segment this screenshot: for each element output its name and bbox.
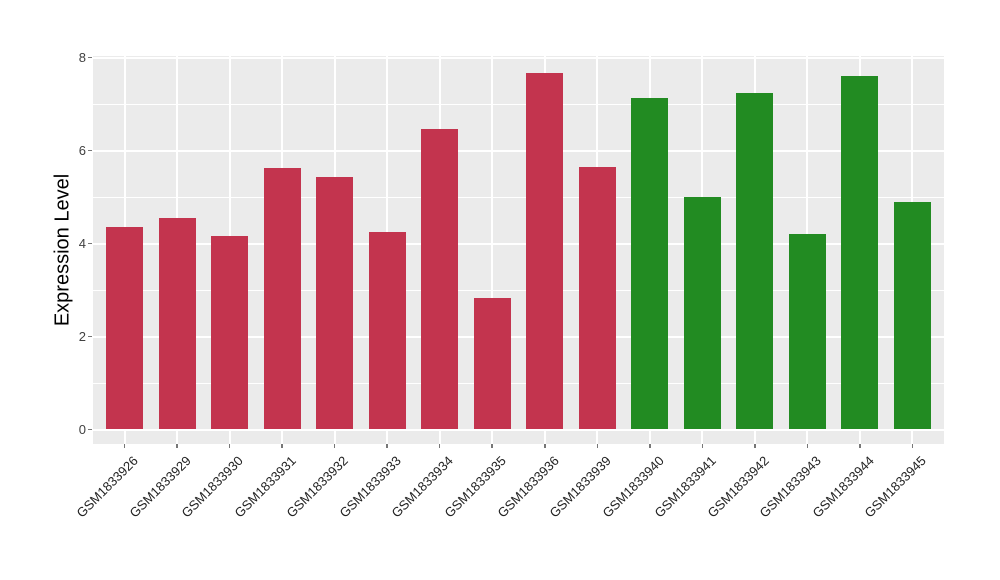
gridline-major-y2 [93,335,944,338]
y-tick-label-4: 4 [78,235,86,251]
gridline-x-GSM1833935 [491,56,494,444]
x-tick-mark-GSM1833942 [754,444,756,448]
x-tick-mark-GSM1833932 [333,444,336,448]
y-tick-mark-4 [88,242,92,245]
x-tick-mark-GSM1833926 [123,444,126,448]
bar-GSM1833941 [683,196,721,430]
bar-GSM1833939 [578,167,616,430]
x-tick-mark-GSM1833933 [386,444,388,448]
x-tick-mark-GSM1833934 [438,444,441,448]
y-tick-mark-6 [88,149,92,152]
gridline-minor-y3 [93,289,944,291]
y-tick-label-8: 8 [78,49,86,65]
gridline-major-y6 [93,149,944,152]
x-tick-mark-GSM1833940 [649,444,651,448]
gridline-major-y4 [93,242,944,245]
x-tick-mark-GSM1833941 [701,444,704,448]
gridline-minor-y5 [93,196,944,198]
bar-GSM1833942 [736,93,774,430]
bar-GSM1833936 [526,73,564,430]
bar-GSM1833945 [893,201,931,430]
gridline-minor-y7 [93,103,944,105]
y-tick-label-6: 6 [78,142,86,158]
bar-GSM1833943 [788,233,826,430]
x-tick-mark-GSM1833930 [228,444,231,448]
x-tick-mark-GSM1833943 [806,444,809,448]
bar-GSM1833930 [211,236,249,430]
plot-panel [93,56,944,444]
bar-GSM1833929 [158,218,196,430]
x-tick-mark-GSM1833945 [911,444,914,448]
bar-GSM1833931 [263,167,301,430]
y-tick-label-2: 2 [78,328,86,344]
gridline-minor-y1 [93,382,944,384]
y-tick-mark-8 [88,56,92,59]
y-tick-mark-0 [88,428,92,431]
x-tick-mark-GSM1833939 [596,444,599,448]
y-tick-mark-2 [88,335,92,338]
x-tick-mark-GSM1833935 [491,444,493,448]
bar-GSM1833935 [473,298,511,430]
bar-GSM1833926 [106,226,144,430]
bar-GSM1833944 [841,76,879,430]
x-tick-mark-GSM1833936 [544,444,546,448]
x-tick-mark-GSM1833929 [176,444,178,448]
bar-GSM1833940 [631,98,669,430]
x-tick-mark-GSM1833944 [859,444,861,448]
gridline-major-y8 [93,56,944,59]
y-tick-label-0: 0 [78,421,86,437]
x-tick-mark-GSM1833931 [281,444,283,448]
bar-GSM1833934 [421,129,459,430]
gridline-major-y0 [93,428,944,431]
bar-GSM1833932 [316,177,354,430]
bar-GSM1833933 [368,232,406,430]
